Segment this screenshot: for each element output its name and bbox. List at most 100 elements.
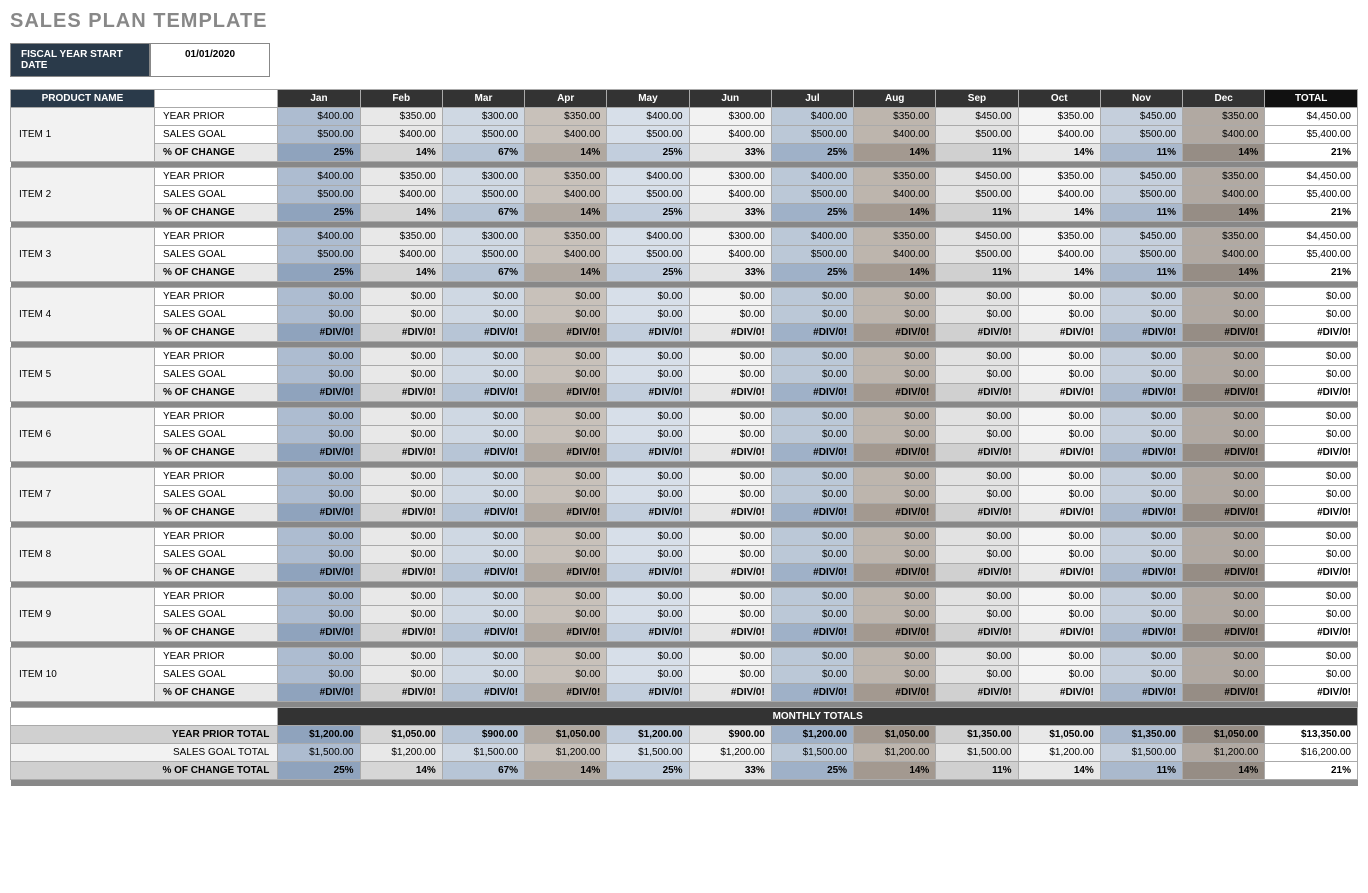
- data-cell[interactable]: $0.00: [1183, 546, 1265, 564]
- data-cell[interactable]: $0.00: [1183, 606, 1265, 624]
- data-cell[interactable]: $0.00: [854, 606, 936, 624]
- data-cell[interactable]: $0.00: [689, 366, 771, 384]
- data-cell[interactable]: $400.00: [854, 246, 936, 264]
- data-cell[interactable]: $500.00: [278, 186, 360, 204]
- data-cell[interactable]: $0.00: [525, 288, 607, 306]
- data-cell[interactable]: $0.00: [607, 426, 689, 444]
- data-cell[interactable]: $0.00: [1183, 288, 1265, 306]
- data-cell[interactable]: $0.00: [525, 666, 607, 684]
- data-cell[interactable]: $0.00: [1018, 486, 1100, 504]
- data-cell[interactable]: $0.00: [689, 546, 771, 564]
- item-name-cell[interactable]: ITEM 8: [11, 528, 155, 582]
- data-cell[interactable]: $0.00: [689, 426, 771, 444]
- data-cell[interactable]: $0.00: [607, 288, 689, 306]
- data-cell[interactable]: $0.00: [525, 306, 607, 324]
- data-cell[interactable]: $0.00: [771, 468, 853, 486]
- data-cell[interactable]: $0.00: [1018, 468, 1100, 486]
- data-cell[interactable]: $0.00: [936, 528, 1018, 546]
- data-cell[interactable]: $350.00: [525, 228, 607, 246]
- data-cell[interactable]: $0.00: [854, 648, 936, 666]
- data-cell[interactable]: $350.00: [360, 228, 442, 246]
- data-cell[interactable]: $0.00: [854, 306, 936, 324]
- data-cell[interactable]: $0.00: [689, 288, 771, 306]
- data-cell[interactable]: $0.00: [607, 546, 689, 564]
- data-cell[interactable]: $0.00: [854, 288, 936, 306]
- data-cell[interactable]: $0.00: [1018, 648, 1100, 666]
- data-cell[interactable]: $400.00: [1018, 186, 1100, 204]
- data-cell[interactable]: $0.00: [1183, 348, 1265, 366]
- data-cell[interactable]: $500.00: [442, 246, 524, 264]
- data-cell[interactable]: $450.00: [1100, 108, 1182, 126]
- data-cell[interactable]: $0.00: [278, 486, 360, 504]
- data-cell[interactable]: $350.00: [854, 228, 936, 246]
- data-cell[interactable]: $0.00: [936, 408, 1018, 426]
- data-cell[interactable]: $0.00: [360, 408, 442, 426]
- data-cell[interactable]: $350.00: [854, 108, 936, 126]
- data-cell[interactable]: $0.00: [854, 486, 936, 504]
- data-cell[interactable]: $0.00: [278, 426, 360, 444]
- data-cell[interactable]: $500.00: [607, 126, 689, 144]
- data-cell[interactable]: $0.00: [771, 426, 853, 444]
- data-cell[interactable]: $0.00: [1018, 606, 1100, 624]
- data-cell[interactable]: $0.00: [442, 606, 524, 624]
- data-cell[interactable]: $0.00: [936, 546, 1018, 564]
- data-cell[interactable]: $400.00: [1018, 126, 1100, 144]
- data-cell[interactable]: $0.00: [525, 366, 607, 384]
- data-cell[interactable]: $0.00: [607, 468, 689, 486]
- data-cell[interactable]: $0.00: [278, 408, 360, 426]
- data-cell[interactable]: $0.00: [936, 486, 1018, 504]
- data-cell[interactable]: $500.00: [936, 186, 1018, 204]
- data-cell[interactable]: $0.00: [442, 348, 524, 366]
- data-cell[interactable]: $0.00: [771, 408, 853, 426]
- data-cell[interactable]: $400.00: [771, 168, 853, 186]
- data-cell[interactable]: $0.00: [1183, 408, 1265, 426]
- data-cell[interactable]: $0.00: [360, 546, 442, 564]
- data-cell[interactable]: $0.00: [525, 468, 607, 486]
- data-cell[interactable]: $0.00: [689, 408, 771, 426]
- data-cell[interactable]: $0.00: [854, 588, 936, 606]
- data-cell[interactable]: $0.00: [1018, 348, 1100, 366]
- data-cell[interactable]: $0.00: [771, 348, 853, 366]
- data-cell[interactable]: $400.00: [360, 246, 442, 264]
- data-cell[interactable]: $0.00: [771, 588, 853, 606]
- data-cell[interactable]: $0.00: [936, 468, 1018, 486]
- data-cell[interactable]: $0.00: [442, 528, 524, 546]
- data-cell[interactable]: $0.00: [607, 408, 689, 426]
- data-cell[interactable]: $500.00: [442, 126, 524, 144]
- data-cell[interactable]: $0.00: [278, 468, 360, 486]
- data-cell[interactable]: $0.00: [278, 528, 360, 546]
- data-cell[interactable]: $0.00: [525, 486, 607, 504]
- data-cell[interactable]: $500.00: [936, 126, 1018, 144]
- data-cell[interactable]: $0.00: [278, 588, 360, 606]
- data-cell[interactable]: $400.00: [689, 126, 771, 144]
- data-cell[interactable]: $400.00: [771, 228, 853, 246]
- data-cell[interactable]: $350.00: [1018, 108, 1100, 126]
- data-cell[interactable]: $350.00: [1183, 168, 1265, 186]
- data-cell[interactable]: $0.00: [442, 426, 524, 444]
- data-cell[interactable]: $0.00: [607, 306, 689, 324]
- data-cell[interactable]: $0.00: [689, 588, 771, 606]
- data-cell[interactable]: $400.00: [278, 228, 360, 246]
- data-cell[interactable]: $0.00: [771, 666, 853, 684]
- data-cell[interactable]: $450.00: [1100, 228, 1182, 246]
- data-cell[interactable]: $0.00: [1100, 348, 1182, 366]
- data-cell[interactable]: $350.00: [854, 168, 936, 186]
- data-cell[interactable]: $0.00: [936, 606, 1018, 624]
- data-cell[interactable]: $0.00: [1100, 486, 1182, 504]
- data-cell[interactable]: $0.00: [771, 606, 853, 624]
- data-cell[interactable]: $400.00: [360, 186, 442, 204]
- item-name-cell[interactable]: ITEM 7: [11, 468, 155, 522]
- data-cell[interactable]: $0.00: [854, 528, 936, 546]
- data-cell[interactable]: $0.00: [360, 288, 442, 306]
- data-cell[interactable]: $400.00: [607, 168, 689, 186]
- data-cell[interactable]: $450.00: [936, 108, 1018, 126]
- data-cell[interactable]: $400.00: [278, 168, 360, 186]
- data-cell[interactable]: $350.00: [360, 168, 442, 186]
- data-cell[interactable]: $0.00: [1018, 366, 1100, 384]
- data-cell[interactable]: $0.00: [360, 528, 442, 546]
- data-cell[interactable]: $400.00: [1183, 186, 1265, 204]
- data-cell[interactable]: $0.00: [360, 666, 442, 684]
- data-cell[interactable]: $0.00: [1018, 666, 1100, 684]
- data-cell[interactable]: $0.00: [936, 348, 1018, 366]
- data-cell[interactable]: $400.00: [278, 108, 360, 126]
